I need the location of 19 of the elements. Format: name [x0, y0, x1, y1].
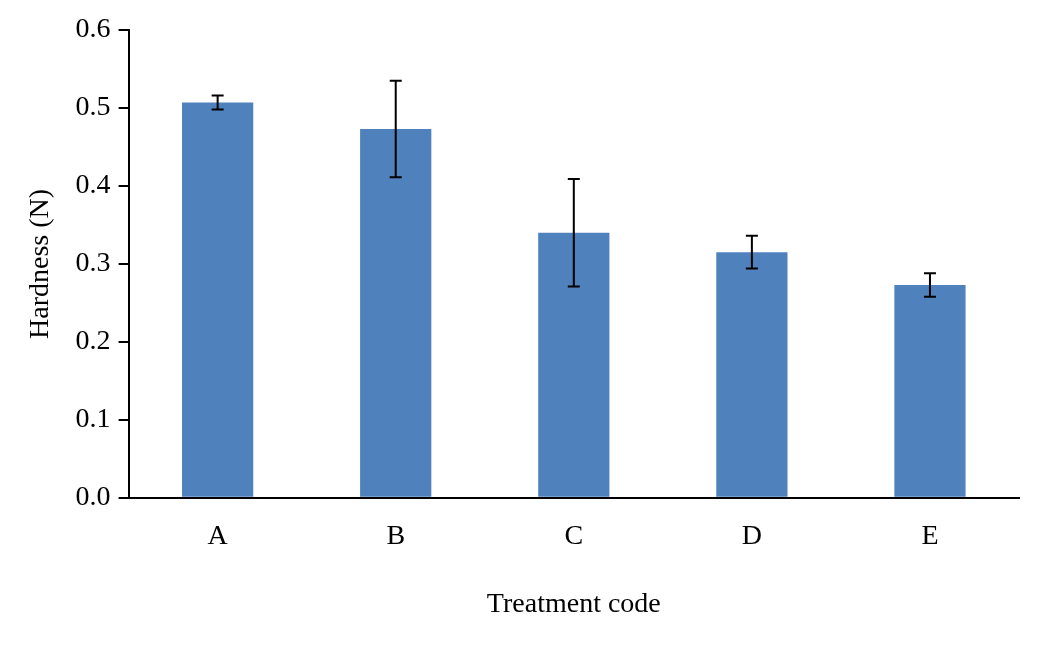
y-tick-label: 0.4 — [75, 168, 111, 200]
bar — [182, 102, 254, 497]
x-tick-label: E — [921, 518, 939, 550]
x-tick-label: B — [386, 518, 406, 550]
y-tick-label: 0.6 — [75, 12, 111, 44]
bar — [360, 129, 432, 497]
y-tick-label: 0.1 — [75, 402, 111, 434]
bar — [716, 252, 788, 497]
y-tick-label: 0.3 — [75, 246, 111, 278]
bar — [894, 284, 966, 497]
y-tick-label: 0.2 — [75, 324, 111, 356]
y-tick-label: 0.5 — [75, 90, 111, 122]
y-tick-label: 0.0 — [75, 480, 111, 512]
x-axis-title: Treatment code — [486, 586, 661, 618]
x-tick-label: D — [741, 518, 762, 550]
y-axis-title: Hardness (N) — [23, 188, 55, 339]
x-tick-label: A — [207, 518, 229, 550]
x-tick-label: C — [564, 518, 584, 550]
bar — [538, 232, 610, 497]
